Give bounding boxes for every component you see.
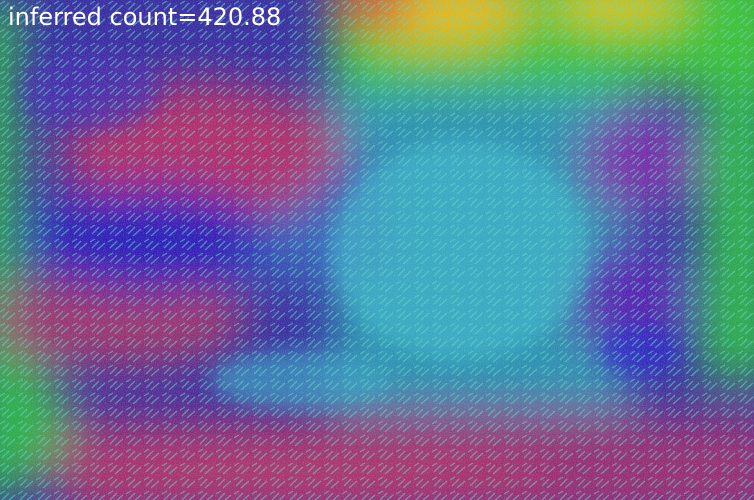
inferred-count-label: inferred count=420.88 xyxy=(8,3,282,31)
